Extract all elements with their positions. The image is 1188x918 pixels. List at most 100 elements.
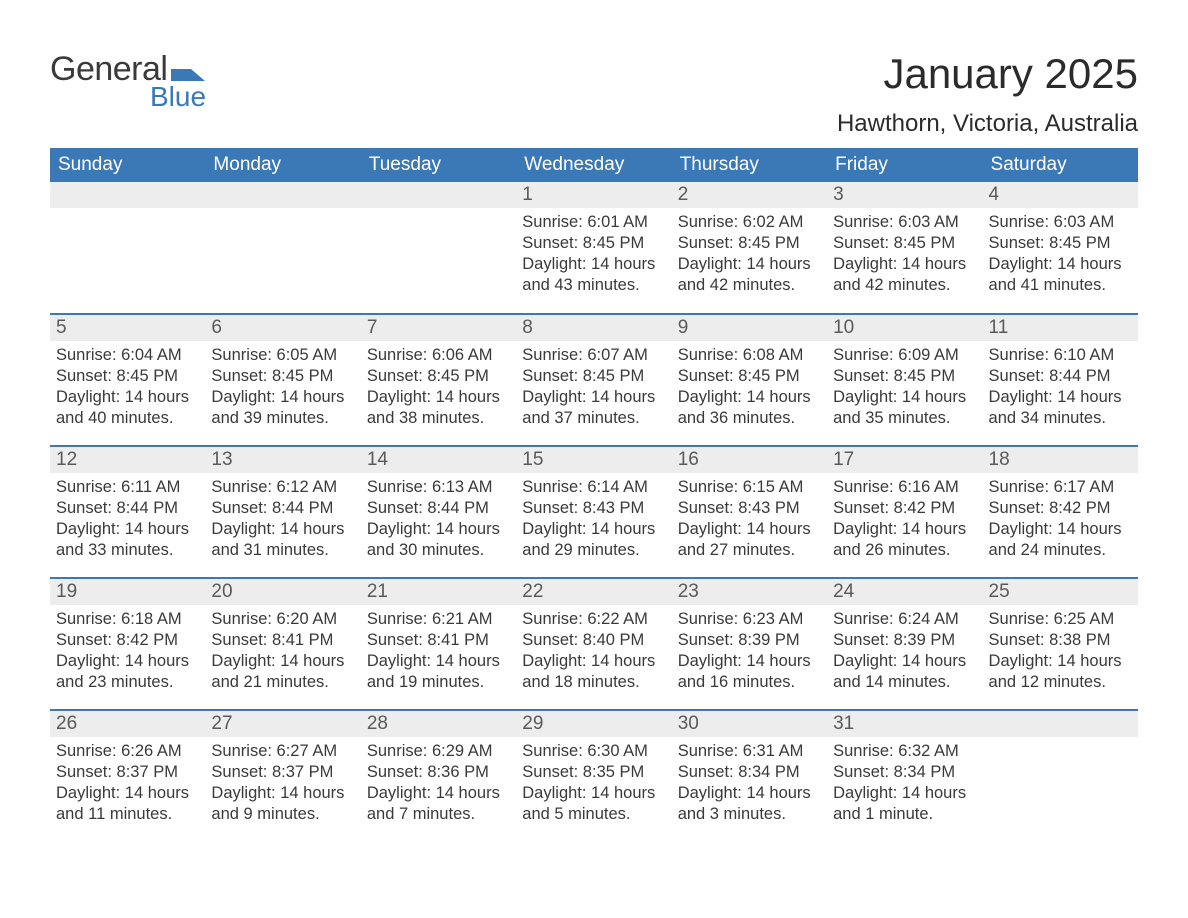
- daylight-line: Daylight: 14 hours and 30 minutes.: [367, 519, 510, 561]
- daylight-line: Daylight: 14 hours and 9 minutes.: [211, 783, 354, 825]
- calendar-day-cell: 31Sunrise: 6:32 AMSunset: 8:34 PMDayligh…: [827, 710, 982, 842]
- day-number: 24: [827, 579, 982, 605]
- day-number: [50, 182, 205, 208]
- header: General Blue January 2025 Hawthorn, Vict…: [50, 50, 1138, 138]
- daylight-line: Daylight: 14 hours and 31 minutes.: [211, 519, 354, 561]
- calendar-day-cell: 20Sunrise: 6:20 AMSunset: 8:41 PMDayligh…: [205, 578, 360, 710]
- sunset-line: Sunset: 8:44 PM: [56, 498, 199, 519]
- sunset-line: Sunset: 8:35 PM: [522, 762, 665, 783]
- daylight-line: Daylight: 14 hours and 42 minutes.: [833, 254, 976, 296]
- sunset-line: Sunset: 8:44 PM: [989, 366, 1132, 387]
- calendar-day-cell: 2Sunrise: 6:02 AMSunset: 8:45 PMDaylight…: [672, 182, 827, 314]
- sunset-line: Sunset: 8:45 PM: [678, 233, 821, 254]
- calendar-table: SundayMondayTuesdayWednesdayThursdayFrid…: [50, 148, 1138, 842]
- sunrise-line: Sunrise: 6:30 AM: [522, 741, 665, 762]
- sunset-line: Sunset: 8:45 PM: [678, 366, 821, 387]
- calendar-day-cell: 12Sunrise: 6:11 AMSunset: 8:44 PMDayligh…: [50, 446, 205, 578]
- sunset-line: Sunset: 8:45 PM: [833, 366, 976, 387]
- sunrise-line: Sunrise: 6:20 AM: [211, 609, 354, 630]
- page-title: January 2025: [837, 50, 1138, 98]
- calendar-day-cell: 18Sunrise: 6:17 AMSunset: 8:42 PMDayligh…: [983, 446, 1138, 578]
- day-content: Sunrise: 6:21 AMSunset: 8:41 PMDaylight:…: [361, 605, 516, 693]
- day-number: 4: [983, 182, 1138, 208]
- calendar-day-cell: [205, 182, 360, 314]
- daylight-line: Daylight: 14 hours and 38 minutes.: [367, 387, 510, 429]
- day-content: Sunrise: 6:30 AMSunset: 8:35 PMDaylight:…: [516, 737, 671, 825]
- sunrise-line: Sunrise: 6:05 AM: [211, 345, 354, 366]
- day-number: 6: [205, 315, 360, 341]
- day-content: Sunrise: 6:09 AMSunset: 8:45 PMDaylight:…: [827, 341, 982, 429]
- daylight-line: Daylight: 14 hours and 37 minutes.: [522, 387, 665, 429]
- daylight-line: Daylight: 14 hours and 26 minutes.: [833, 519, 976, 561]
- sunset-line: Sunset: 8:38 PM: [989, 630, 1132, 651]
- day-content: Sunrise: 6:08 AMSunset: 8:45 PMDaylight:…: [672, 341, 827, 429]
- day-number: 18: [983, 447, 1138, 473]
- calendar-header-cell: Monday: [205, 148, 360, 182]
- calendar-day-cell: 25Sunrise: 6:25 AMSunset: 8:38 PMDayligh…: [983, 578, 1138, 710]
- sunset-line: Sunset: 8:36 PM: [367, 762, 510, 783]
- sunrise-line: Sunrise: 6:13 AM: [367, 477, 510, 498]
- calendar-day-cell: 30Sunrise: 6:31 AMSunset: 8:34 PMDayligh…: [672, 710, 827, 842]
- calendar-header-cell: Wednesday: [516, 148, 671, 182]
- sunrise-line: Sunrise: 6:11 AM: [56, 477, 199, 498]
- calendar-day-cell: 3Sunrise: 6:03 AMSunset: 8:45 PMDaylight…: [827, 182, 982, 314]
- sunset-line: Sunset: 8:45 PM: [833, 233, 976, 254]
- daylight-line: Daylight: 14 hours and 41 minutes.: [989, 254, 1132, 296]
- sunrise-line: Sunrise: 6:03 AM: [833, 212, 976, 233]
- day-number: 27: [205, 711, 360, 737]
- title-block: January 2025 Hawthorn, Victoria, Austral…: [837, 50, 1138, 138]
- daylight-line: Daylight: 14 hours and 27 minutes.: [678, 519, 821, 561]
- day-number: 21: [361, 579, 516, 605]
- day-content: Sunrise: 6:04 AMSunset: 8:45 PMDaylight:…: [50, 341, 205, 429]
- day-number: 7: [361, 315, 516, 341]
- sunset-line: Sunset: 8:42 PM: [833, 498, 976, 519]
- day-content: Sunrise: 6:29 AMSunset: 8:36 PMDaylight:…: [361, 737, 516, 825]
- calendar-day-cell: 23Sunrise: 6:23 AMSunset: 8:39 PMDayligh…: [672, 578, 827, 710]
- daylight-line: Daylight: 14 hours and 39 minutes.: [211, 387, 354, 429]
- calendar-day-cell: 16Sunrise: 6:15 AMSunset: 8:43 PMDayligh…: [672, 446, 827, 578]
- calendar-day-cell: 28Sunrise: 6:29 AMSunset: 8:36 PMDayligh…: [361, 710, 516, 842]
- daylight-line: Daylight: 14 hours and 43 minutes.: [522, 254, 665, 296]
- day-number: 1: [516, 182, 671, 208]
- day-content: Sunrise: 6:10 AMSunset: 8:44 PMDaylight:…: [983, 341, 1138, 429]
- logo: General Blue: [50, 50, 206, 113]
- sunrise-line: Sunrise: 6:24 AM: [833, 609, 976, 630]
- sunset-line: Sunset: 8:43 PM: [522, 498, 665, 519]
- day-content: Sunrise: 6:20 AMSunset: 8:41 PMDaylight:…: [205, 605, 360, 693]
- sunrise-line: Sunrise: 6:14 AM: [522, 477, 665, 498]
- day-number: [361, 182, 516, 208]
- day-content: Sunrise: 6:07 AMSunset: 8:45 PMDaylight:…: [516, 341, 671, 429]
- sunrise-line: Sunrise: 6:31 AM: [678, 741, 821, 762]
- day-number: 3: [827, 182, 982, 208]
- sunset-line: Sunset: 8:45 PM: [522, 366, 665, 387]
- location: Hawthorn, Victoria, Australia: [837, 110, 1138, 138]
- sunrise-line: Sunrise: 6:15 AM: [678, 477, 821, 498]
- sunrise-line: Sunrise: 6:16 AM: [833, 477, 976, 498]
- day-number: 10: [827, 315, 982, 341]
- day-number: 11: [983, 315, 1138, 341]
- sunrise-line: Sunrise: 6:10 AM: [989, 345, 1132, 366]
- sunrise-line: Sunrise: 6:03 AM: [989, 212, 1132, 233]
- calendar-body: 1Sunrise: 6:01 AMSunset: 8:45 PMDaylight…: [50, 182, 1138, 842]
- day-number: 13: [205, 447, 360, 473]
- daylight-line: Daylight: 14 hours and 21 minutes.: [211, 651, 354, 693]
- day-content: Sunrise: 6:03 AMSunset: 8:45 PMDaylight:…: [827, 208, 982, 296]
- calendar-header-cell: Tuesday: [361, 148, 516, 182]
- day-content: Sunrise: 6:05 AMSunset: 8:45 PMDaylight:…: [205, 341, 360, 429]
- calendar-day-cell: 4Sunrise: 6:03 AMSunset: 8:45 PMDaylight…: [983, 182, 1138, 314]
- calendar-day-cell: 8Sunrise: 6:07 AMSunset: 8:45 PMDaylight…: [516, 314, 671, 446]
- sunset-line: Sunset: 8:45 PM: [211, 366, 354, 387]
- day-number: [983, 711, 1138, 737]
- day-content: Sunrise: 6:25 AMSunset: 8:38 PMDaylight:…: [983, 605, 1138, 693]
- sunrise-line: Sunrise: 6:02 AM: [678, 212, 821, 233]
- sunset-line: Sunset: 8:37 PM: [211, 762, 354, 783]
- calendar-day-cell: [983, 710, 1138, 842]
- sunset-line: Sunset: 8:42 PM: [56, 630, 199, 651]
- sunset-line: Sunset: 8:40 PM: [522, 630, 665, 651]
- day-number: 19: [50, 579, 205, 605]
- sunrise-line: Sunrise: 6:32 AM: [833, 741, 976, 762]
- day-content: Sunrise: 6:03 AMSunset: 8:45 PMDaylight:…: [983, 208, 1138, 296]
- day-content: Sunrise: 6:18 AMSunset: 8:42 PMDaylight:…: [50, 605, 205, 693]
- calendar-day-cell: 7Sunrise: 6:06 AMSunset: 8:45 PMDaylight…: [361, 314, 516, 446]
- day-content: Sunrise: 6:27 AMSunset: 8:37 PMDaylight:…: [205, 737, 360, 825]
